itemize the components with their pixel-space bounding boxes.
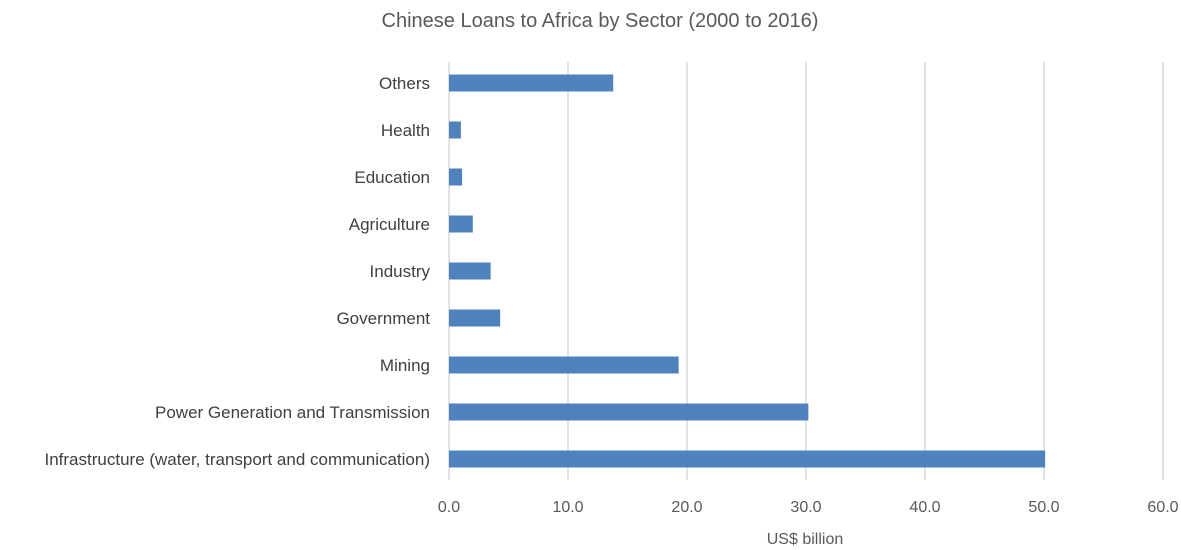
bar (449, 215, 473, 233)
x-tick-label: 30.0 (790, 499, 821, 516)
category-label: Agriculture (349, 215, 430, 234)
category-label: Infrastructure (water, transport and com… (45, 450, 431, 469)
bars (449, 74, 1046, 468)
bar (449, 74, 614, 92)
category-label: Others (379, 74, 430, 93)
bar (449, 309, 501, 327)
bar (449, 121, 461, 139)
x-axis-label: US$ billion (767, 531, 843, 548)
bar (449, 356, 679, 374)
x-tick-label: 0.0 (438, 499, 460, 516)
x-tick-labels: 0.0 10.0 20.0 30.0 40.0 50.0 60.0 (438, 499, 1179, 516)
chart-title: Chinese Loans to Africa by Sector (2000 … (382, 10, 819, 32)
category-label: Government (336, 309, 430, 328)
x-tick-label: 40.0 (909, 499, 940, 516)
category-label: Education (354, 168, 430, 187)
category-label: Mining (380, 356, 430, 375)
x-tick-label: 20.0 (671, 499, 702, 516)
x-tick-label: 50.0 (1028, 499, 1059, 516)
category-label: Power Generation and Transmission (155, 403, 430, 422)
category-label: Health (381, 121, 430, 140)
x-tick-label: 60.0 (1147, 499, 1178, 516)
bar (449, 450, 1046, 468)
category-label: Industry (370, 262, 431, 281)
bar (449, 403, 809, 421)
gridlines (448, 62, 1164, 480)
bar (449, 262, 491, 280)
x-tick-label: 10.0 (552, 499, 583, 516)
category-labels: Others Health Education Agriculture Industry… (45, 74, 431, 469)
bar (449, 168, 463, 186)
